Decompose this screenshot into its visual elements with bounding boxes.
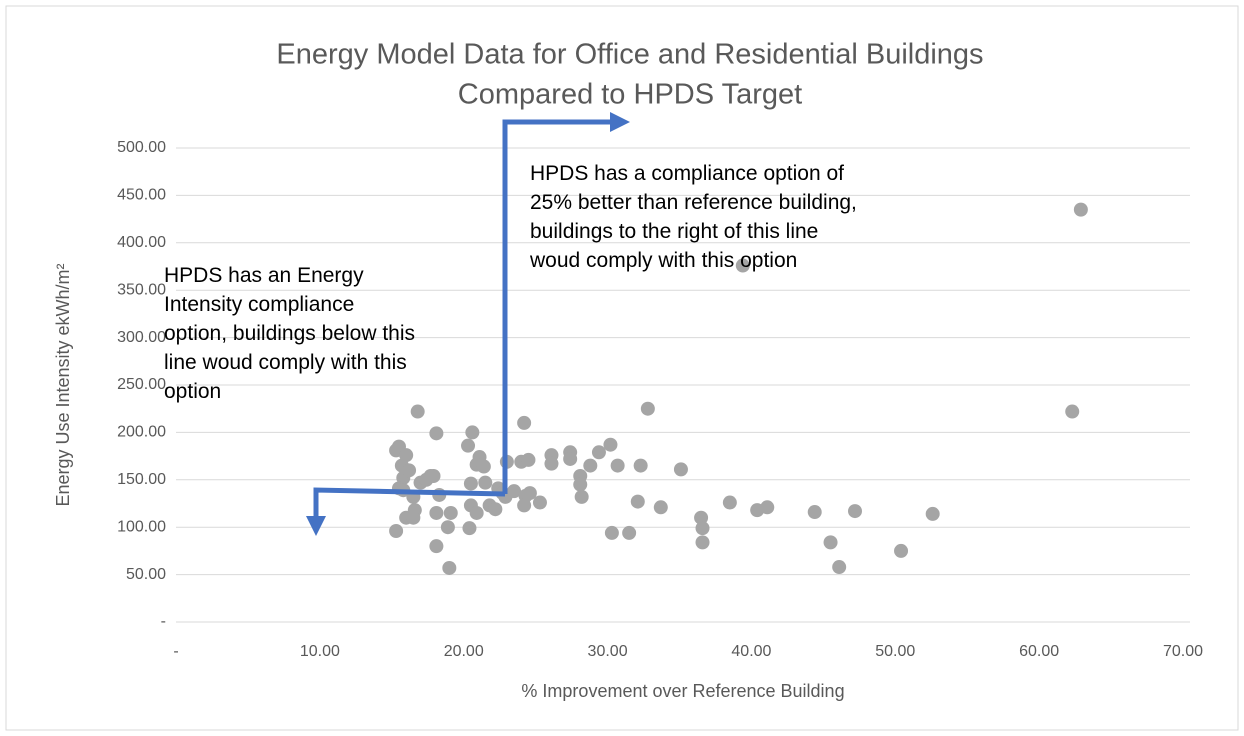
y-tick-label: 300.00 (117, 329, 166, 346)
point (583, 458, 598, 473)
annotation: woud comply with this option (529, 249, 797, 272)
point (521, 452, 536, 467)
point (522, 486, 537, 501)
arrows (306, 112, 630, 536)
point (925, 506, 940, 521)
point (461, 438, 476, 453)
point (402, 463, 417, 478)
annotation: HPDS has a compliance option of (530, 162, 844, 185)
arrow-head (610, 112, 630, 132)
point (695, 535, 710, 550)
y-tick-label: 100.00 (117, 518, 166, 535)
point (653, 500, 668, 515)
point (603, 437, 618, 452)
point (823, 535, 838, 550)
point (573, 477, 588, 492)
y-tick-label: 150.00 (117, 471, 166, 488)
x-tick-label: 20.00 (444, 643, 484, 660)
point (563, 451, 578, 466)
point (406, 510, 421, 525)
y-tick-label: 350.00 (117, 281, 166, 298)
point (1065, 404, 1080, 419)
point (429, 505, 444, 520)
y-tick-label: 400.00 (117, 234, 166, 251)
point (630, 494, 645, 509)
point (443, 505, 458, 520)
arrow-line (313, 487, 506, 518)
point (399, 448, 414, 463)
point (532, 495, 547, 510)
point (478, 475, 493, 490)
point (894, 543, 909, 558)
y-tick-label: 250.00 (117, 376, 166, 393)
annotation: Intensity compliance (164, 293, 354, 316)
point (1073, 202, 1088, 217)
annotation: option (164, 380, 221, 403)
x-axis-label: % Improvement over Reference Building (521, 681, 844, 701)
chart-frame (5, 5, 1239, 731)
point (507, 484, 522, 499)
point (517, 415, 532, 430)
point (694, 510, 709, 525)
annotations: HPDS has a compliance option of 25% bette… (164, 162, 857, 403)
point (848, 504, 863, 519)
point (544, 456, 559, 471)
point (673, 462, 688, 477)
point (517, 498, 532, 513)
arrow-head (306, 516, 326, 536)
y-tick-label: - (161, 613, 166, 630)
point (426, 469, 441, 484)
point (591, 445, 606, 460)
point (722, 495, 737, 510)
x-tick-label: 70.00 (1163, 643, 1203, 660)
point (735, 258, 750, 273)
points (389, 202, 1088, 575)
point (695, 521, 710, 536)
y-tick-label: 50.00 (126, 566, 166, 583)
point (832, 560, 847, 575)
point (476, 459, 491, 474)
point (574, 489, 589, 504)
point (389, 523, 404, 538)
arrow-line (502, 119, 612, 494)
annotation: HPDS has an Energy (164, 264, 364, 287)
point (622, 525, 637, 540)
x-tick-label: - (173, 643, 178, 660)
point (429, 539, 444, 554)
x-tick-label: 60.00 (1019, 643, 1059, 660)
x-tick-label: 10.00 (300, 643, 340, 660)
y-axis-label: Energy Use Intensity ekWh/m² (53, 263, 73, 506)
y-tick-label: 500.00 (117, 139, 166, 156)
point (462, 521, 477, 536)
point (807, 505, 822, 520)
point (410, 404, 425, 419)
point (442, 560, 457, 575)
point (604, 525, 619, 540)
annotation: option, buildings below this (164, 322, 415, 345)
chart-title: Compared to HPDS Target (458, 79, 802, 111)
point (429, 426, 444, 441)
grid: - 50.00 100.00 150.00 200.00 250.00 300.00 350.… (117, 139, 1203, 660)
annotation: 25% better than reference building, (530, 191, 857, 214)
x-tick-label: 30.00 (588, 643, 628, 660)
y-tick-label: 200.00 (117, 424, 166, 441)
annotation: buildings to the right of this line (530, 220, 818, 243)
point (488, 502, 503, 517)
annotation: line woud comply with this (164, 351, 407, 374)
point (463, 476, 478, 491)
point (465, 425, 480, 440)
chart-title: Energy Model Data for Office and Residen… (276, 39, 983, 71)
point (440, 520, 455, 535)
point (640, 401, 655, 416)
x-tick-label: 50.00 (875, 643, 915, 660)
y-tick-label: 450.00 (117, 187, 166, 204)
point (610, 458, 625, 473)
x-tick-label: 40.00 (731, 643, 771, 660)
point (469, 505, 484, 520)
point (633, 458, 648, 473)
point (760, 500, 775, 515)
